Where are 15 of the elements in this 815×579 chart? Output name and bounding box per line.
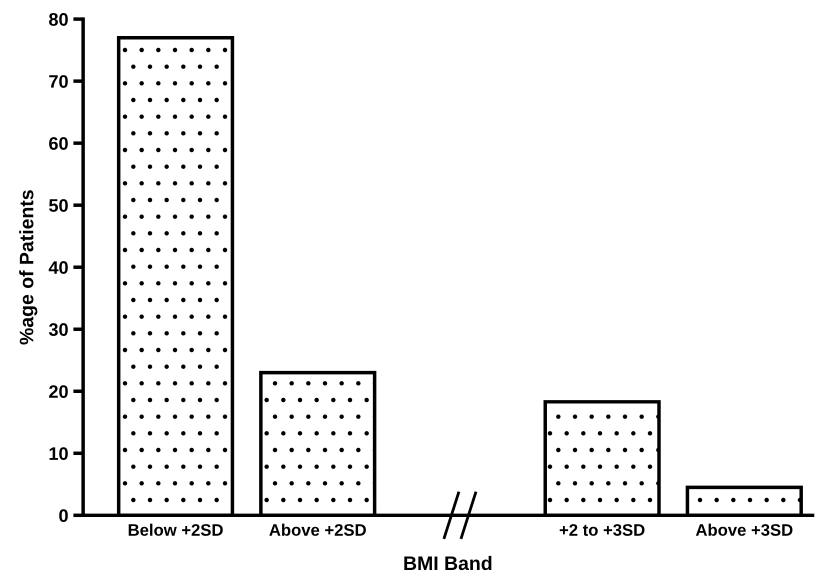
y-tick-label: 40 [48,261,68,274]
y-tick-label: 50 [49,199,68,212]
x-axis-title: BMI Band [404,556,492,570]
x-tick-label: Above +3SD [696,524,792,536]
y-tick-label: 0 [59,509,68,522]
y-tick-label: 30 [48,323,68,336]
y-tick-label: 80 [49,13,68,26]
y-axis-title: %age of Patients [19,190,38,345]
y-tick-label: 70 [49,75,68,88]
y-tick-label: 60 [49,137,68,150]
y-tick-label: 10 [50,447,68,460]
y-tick-label: 20 [49,385,68,398]
x-tick-label: Below +2SD [128,524,223,536]
x-tick-label: Above +2SD [269,524,366,536]
x-tick-label: +2 to +3SD [560,524,644,536]
